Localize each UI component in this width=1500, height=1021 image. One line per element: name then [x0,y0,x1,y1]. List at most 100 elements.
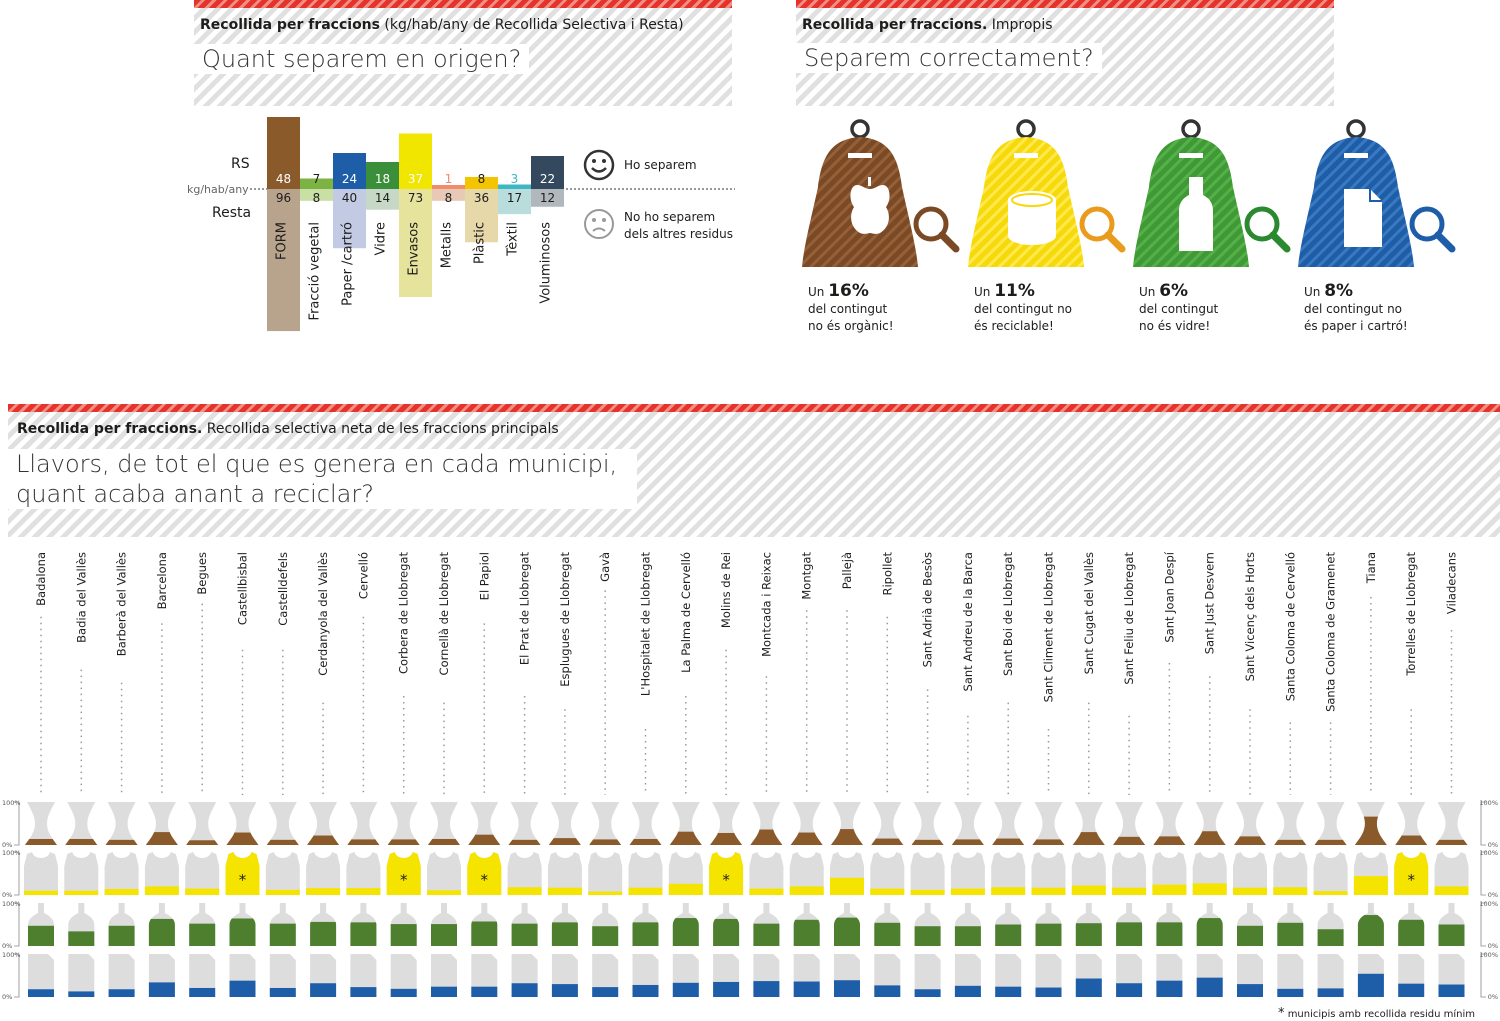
envasos-silhouette [427,852,461,895]
footnote: * municipis amb recollida residu mínim [1278,1006,1475,1021]
paper-fill [592,987,619,997]
municipality-label: Barcelona [155,552,169,609]
organic-fill [307,835,340,845]
panel3-label-rest: Recollida selectiva neta de les fraccion… [202,421,559,437]
axis-0-label: 0% [2,891,12,899]
vidre-fill [350,922,377,946]
paper-fill [834,980,860,997]
organic-silhouette [1314,802,1347,845]
unit-label: kg/hab/any [187,183,249,196]
happy-face-icon [583,149,615,185]
minimal-asterisk: * [722,871,730,889]
organic-fill [1354,816,1387,845]
envasos-silhouette [749,852,784,895]
organic-silhouette [871,802,904,845]
organic-fill [831,829,863,845]
paper-fill [148,982,175,997]
municipality-label: Castellbisbal [236,552,250,625]
envasos-fill [1394,852,1429,895]
axis-bracket [1480,953,1486,998]
municipality-label: Badalona [34,552,48,606]
panel2-title: Separem correctament? [796,43,1102,73]
organic-silhouette [992,802,1025,845]
municipality-label: Santa Coloma de Cervelló [1283,552,1297,701]
envasos-fill [24,890,58,895]
vidre-fill [1398,919,1425,946]
bar-resta [465,189,498,243]
envasos-silhouette [1152,852,1187,895]
axis-bracket [14,851,20,896]
envasos-fill [185,888,220,895]
vidre-fill [592,926,619,946]
vidre-fill [1357,915,1384,946]
category-label: Vidre [374,222,389,256]
municipality-label: Viladecans [1445,552,1459,614]
paper-fill [471,986,498,997]
paper-silhouette [269,954,296,997]
panel2-label-rest: Impropis [987,17,1053,33]
bar-resta [333,189,366,249]
label-resta: 96 [276,191,291,205]
organic-silhouette [629,802,662,845]
bar-rs [531,156,564,189]
paper-silhouette [68,954,95,997]
organic-fill [911,839,944,845]
municipality-label: Sant Just Desvern [1203,552,1217,654]
axis-0-label: 0% [1488,891,1498,899]
vidre-fill [511,923,538,946]
organic-fill [226,832,259,845]
paper-fill [1317,988,1344,997]
stat-line2: del contingut [1139,302,1219,316]
envasos-silhouette [306,852,341,895]
paper-fill [874,985,901,997]
envasos-fill [1031,887,1066,895]
organic-silhouette [911,802,944,845]
bar-rs [366,162,399,189]
stat-line2: del contingut no [974,302,1073,316]
stat-prefix: Un [808,285,829,299]
label-resta: 17 [507,191,522,205]
category-label: FORM [275,222,290,260]
paper-fill [1398,983,1425,997]
vidre-fill [310,921,337,946]
panel3-accent-bar [8,404,1500,412]
vidre-fill [954,926,981,946]
category-label: Metalls [440,222,455,269]
organic-fill [468,834,501,845]
bar-resta [399,189,432,298]
axis-0-label: 0% [2,841,12,849]
envasos-fill [668,883,703,895]
envasos-fill [910,889,945,895]
footnote-text: municipis amb recollida residu mínim [1287,1009,1475,1020]
organic-fill [1153,836,1186,845]
label-resta: 40 [342,191,357,205]
envasos-fill [64,890,99,895]
axis-bracket [1480,851,1486,896]
envasos-fill [628,887,663,895]
envasos-silhouette [588,852,623,895]
panel3-title: Llavors, de tot el que es genera en cada… [8,449,638,509]
municipality-label: Sant Andreu de la Barca [961,552,975,691]
paper-silhouette [189,954,216,997]
bar-rs [300,178,333,189]
stat-line3: és reciclable! [974,319,1054,333]
organic-fill [145,832,178,845]
panel3-label-bold: Recollida per fraccions. [17,421,203,437]
organic-silhouette [468,802,501,845]
paper-silhouette [1317,954,1344,997]
vidre-fill [229,918,256,946]
organic-fill [347,839,380,845]
envasos-silhouette [547,852,582,895]
organic-fill [105,839,138,845]
paper-fill [390,988,417,997]
panel1-accent-bar [194,0,732,8]
vidre-fill [793,919,820,946]
bar-resta [366,189,399,210]
municipality-label: Sant Adrià de Besòs [921,552,935,667]
municipality-label: Castelldefels [276,552,290,626]
stat-percent: 8% [1324,281,1354,301]
envasos-fill [507,887,542,895]
envasos-fill [588,891,623,895]
vidre-fill [753,923,780,946]
stat-prefix: Un [1139,285,1160,299]
